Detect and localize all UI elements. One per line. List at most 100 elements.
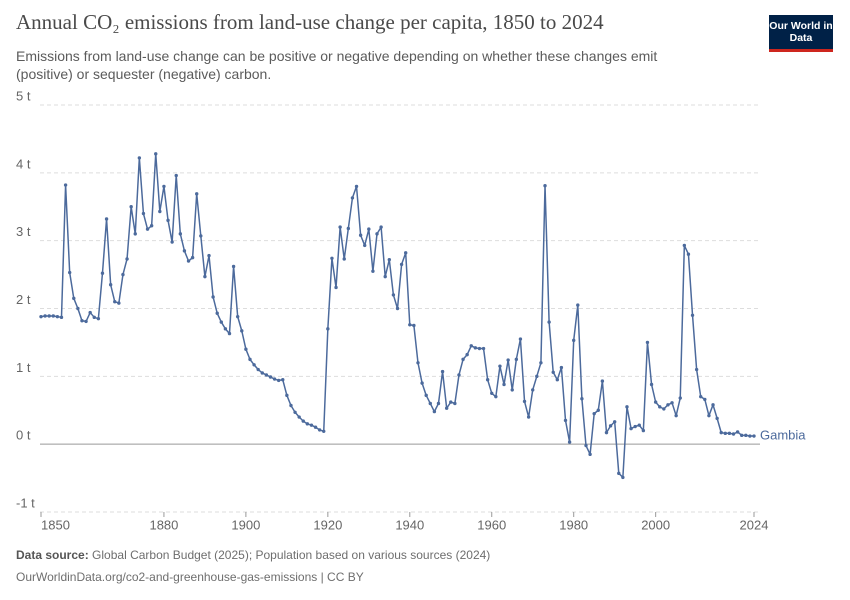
data-point: [231, 264, 236, 269]
data-point: [215, 311, 219, 315]
data-point: [244, 347, 248, 351]
data-point: [108, 283, 113, 287]
data-point: [342, 257, 346, 261]
data-point: [731, 432, 736, 436]
y-tick-label: 1 t: [16, 360, 31, 375]
data-point: [576, 303, 580, 307]
data-point: [387, 257, 392, 262]
data-point: [637, 423, 641, 427]
y-tick-label: 3 t: [16, 224, 31, 239]
data-point: [330, 256, 334, 261]
data-point: [535, 374, 539, 379]
data-point: [522, 399, 527, 404]
data-point: [514, 357, 519, 362]
data-point: [485, 378, 490, 382]
data-point: [309, 423, 314, 427]
data-point: [555, 378, 560, 382]
data-point: [326, 327, 330, 331]
series-label: Gambia: [760, 427, 806, 442]
data-point: [723, 431, 728, 436]
data-point: [55, 314, 60, 319]
series-line: [40, 153, 754, 479]
data-point: [113, 300, 117, 304]
data-point: [149, 224, 154, 228]
data-point: [617, 471, 621, 476]
data-point: [145, 227, 150, 231]
data-point: [403, 251, 408, 255]
data-point: [563, 418, 568, 423]
data-point: [653, 400, 658, 404]
data-point: [678, 396, 682, 400]
data-point: [662, 407, 666, 411]
data-point: [174, 173, 178, 178]
data-point: [498, 364, 502, 368]
data-point: [539, 361, 543, 365]
data-point: [47, 314, 51, 318]
data-point: [694, 367, 699, 372]
data-point: [748, 434, 752, 438]
data-point: [289, 403, 293, 408]
chart-subtitle: Emissions from land-use change can be po…: [16, 48, 658, 82]
data-point: [190, 255, 195, 260]
data-point: [670, 401, 674, 405]
data-point: [268, 375, 273, 379]
data-point: [608, 424, 613, 428]
data-point: [625, 405, 629, 409]
data-point: [375, 232, 379, 236]
data-point: [715, 416, 719, 421]
data-point: [465, 352, 469, 357]
logo[interactable]: Our World in Data: [769, 15, 833, 52]
x-tick-label: 2024: [740, 517, 769, 532]
data-point: [432, 409, 437, 414]
data-point: [572, 338, 576, 343]
x-tick-label: 1880: [149, 517, 178, 532]
data-point: [744, 433, 748, 438]
data-point: [420, 381, 424, 385]
data-point: [461, 357, 465, 362]
data-point: [363, 243, 367, 248]
data-point: [195, 192, 199, 196]
data-point: [285, 393, 289, 398]
data-point: [371, 269, 375, 273]
y-tick-label: 4 t: [16, 156, 31, 171]
data-point: [666, 403, 670, 407]
y-tick-label: 5 t: [16, 88, 31, 103]
data-point: [223, 327, 228, 331]
data-point: [506, 358, 510, 362]
y-tick-label: -1 t: [16, 495, 35, 510]
data-point: [162, 184, 166, 189]
data-point: [444, 406, 449, 410]
x-tick-label: 1920: [313, 517, 342, 532]
data-point: [633, 424, 637, 429]
data-point: [43, 314, 47, 318]
data-point: [649, 382, 654, 387]
data-point: [494, 394, 498, 399]
data-point: [674, 413, 678, 418]
url[interactable]: OurWorldinData.org/co2-and-greenhouse-ga…: [16, 570, 364, 584]
data-point: [473, 346, 478, 350]
source: Global Carbon Budget (2025); Population …: [92, 548, 491, 562]
data-point: [559, 365, 564, 370]
data-point: [141, 211, 146, 216]
data-point: [412, 323, 416, 328]
data-point: [580, 397, 584, 401]
data-point: [621, 475, 625, 480]
data-point: [51, 314, 55, 318]
data-point: [752, 434, 756, 438]
data-point: [457, 373, 461, 377]
data-point: [338, 225, 342, 229]
data-point: [59, 315, 64, 320]
data-point: [276, 378, 281, 383]
data-point: [703, 397, 707, 402]
data-point: [317, 428, 322, 432]
data-point: [96, 316, 101, 321]
data-point: [510, 388, 514, 392]
data-point: [453, 401, 457, 406]
data-point: [80, 319, 84, 323]
data-point: [358, 233, 363, 237]
data-point: [84, 319, 88, 324]
data-point: [240, 329, 244, 333]
data-point: [629, 426, 633, 431]
data-point: [203, 274, 207, 279]
